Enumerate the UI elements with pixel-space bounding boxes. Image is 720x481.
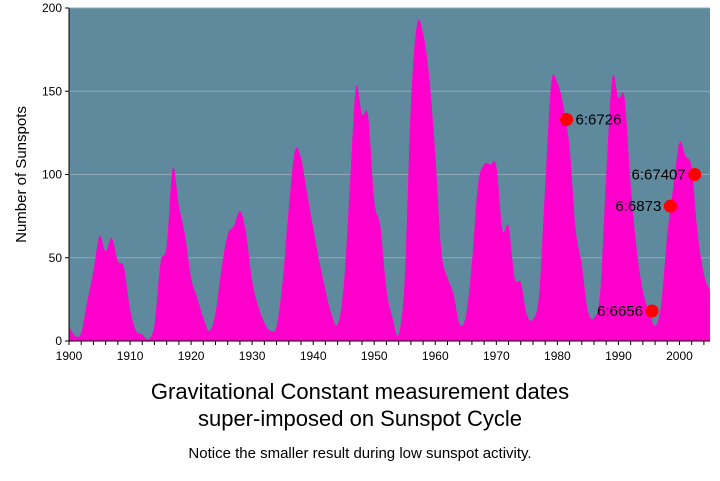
- chart-title: Gravitational Constant measurement dates: [150, 379, 570, 404]
- measurement-point: [688, 168, 702, 181]
- measurement-point-label: 6:6656: [597, 303, 643, 320]
- x-tick-label: 1950: [361, 349, 388, 363]
- x-tick-label: 1920: [178, 349, 205, 363]
- chart-subtitle: Notice the smaller result during low sun…: [188, 445, 532, 462]
- y-tick-label: 100: [42, 168, 62, 182]
- measurement-point: [663, 199, 677, 213]
- y-tick-label: 50: [49, 251, 63, 265]
- x-tick-label: 1980: [544, 349, 571, 363]
- chart-title-line2: super-imposed on Sunspot Cycle: [197, 406, 523, 431]
- x-tick-label: 1910: [117, 349, 144, 363]
- x-tick-labels: 1900 1910 1920 1930 1940 1950 1960 1970 1980 1990…: [56, 349, 693, 363]
- measurement-point-label: 6:6873: [615, 198, 661, 215]
- measurement-point-label: 6:6726: [576, 112, 622, 129]
- measurement-point: [560, 113, 574, 127]
- y-tick-label: 150: [42, 84, 62, 98]
- measurement-point: [645, 304, 659, 318]
- x-tick-label: 1930: [239, 349, 266, 363]
- y-axis-title: Number of Sunspots: [13, 106, 30, 243]
- sunspot-area-series: [69, 19, 710, 342]
- x-tick-label: 1960: [422, 349, 449, 363]
- measurement-points: 6:6726 6:67407 6:6873 6:6656: [560, 112, 702, 320]
- axes: [65, 7, 710, 345]
- x-tick-label: 2000: [666, 349, 693, 363]
- x-tick-label: 1940: [300, 349, 327, 363]
- x-tick-label: 1990: [605, 349, 632, 363]
- x-tick-label: 1970: [483, 349, 510, 363]
- x-tick-label: 1900: [56, 349, 83, 363]
- measurement-point-label: 6:67407: [632, 167, 686, 184]
- y-tick-label: 0: [55, 334, 62, 348]
- sunspot-chart: 0 50 100 150 200 1900 1910 1920 1930 1940 1950 196…: [13, 1, 710, 363]
- y-tick-labels: 0 50 100 150 200: [42, 1, 62, 348]
- y-tick-label: 200: [42, 1, 62, 15]
